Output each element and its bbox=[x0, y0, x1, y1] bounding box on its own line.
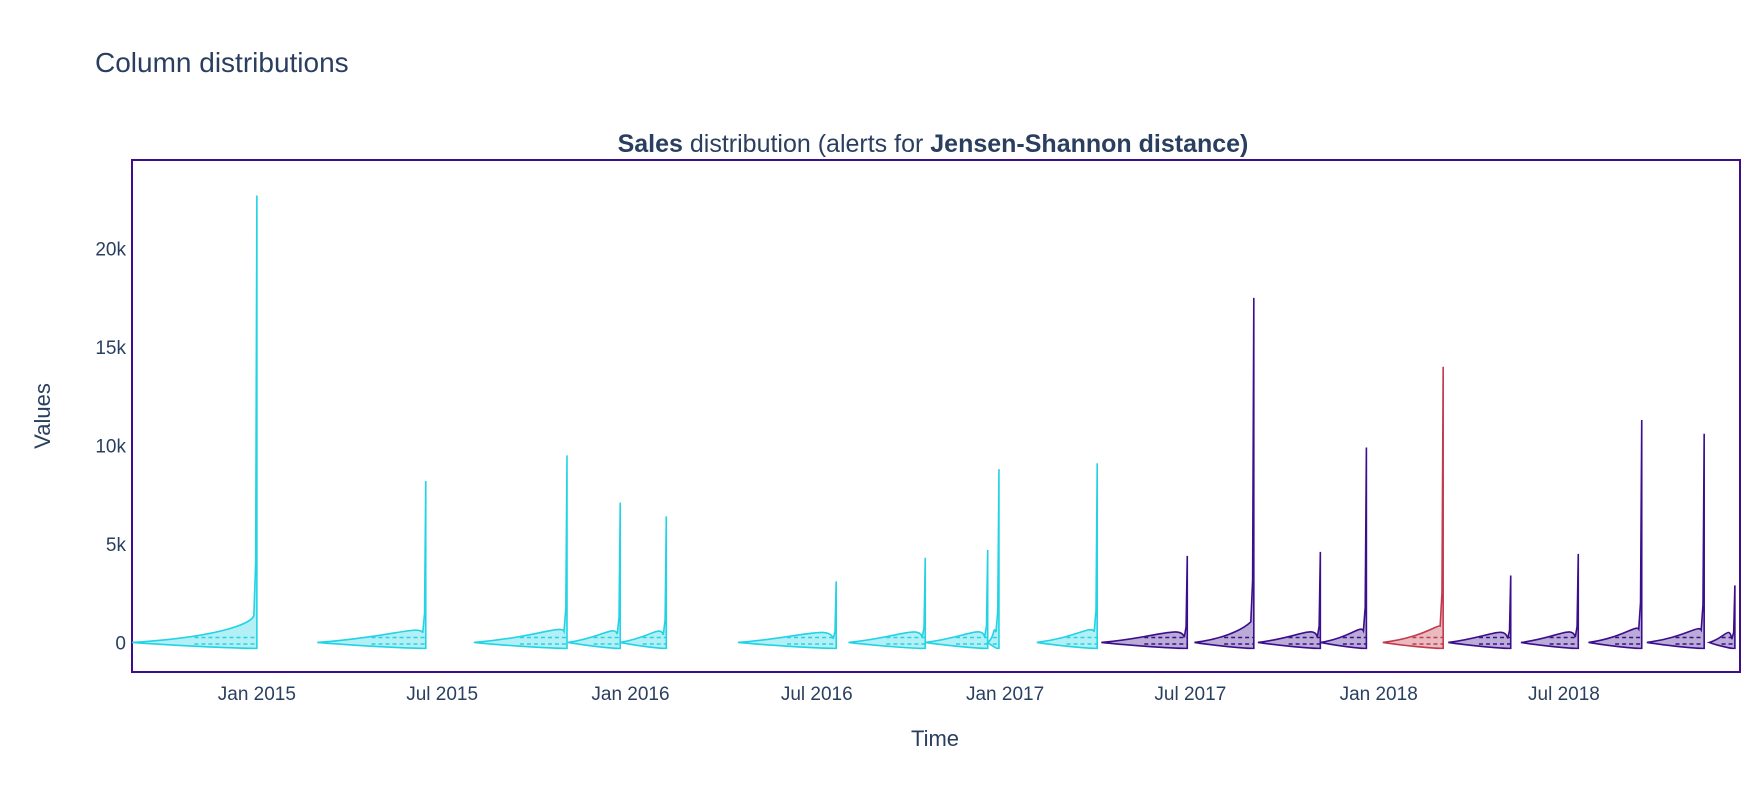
violin-shape bbox=[986, 469, 1000, 650]
violin-shape bbox=[1257, 551, 1322, 650]
violin-shape bbox=[1706, 585, 1736, 650]
violin-18 bbox=[1588, 419, 1643, 650]
violin-6 bbox=[737, 581, 838, 650]
violin-19 bbox=[1646, 433, 1705, 650]
violin-shape bbox=[1588, 419, 1643, 650]
violin-4 bbox=[567, 502, 622, 650]
violin-shape bbox=[1320, 447, 1368, 650]
y-axis: 0 5k 10k 15k 20k bbox=[95, 240, 126, 655]
x-tick-label: Jul 2018 bbox=[1528, 684, 1600, 705]
violin-shape bbox=[131, 195, 258, 650]
violin-14 bbox=[1320, 447, 1368, 650]
violin-shape bbox=[1646, 433, 1705, 650]
violin-17 bbox=[1520, 553, 1580, 650]
violin-shape bbox=[1520, 553, 1580, 650]
violin-1 bbox=[131, 195, 258, 650]
violin-8 bbox=[925, 549, 989, 650]
violin-shape bbox=[317, 480, 427, 650]
chart-title-part-1: distribution (alerts for bbox=[683, 130, 930, 158]
y-tick-label: 5k bbox=[106, 535, 127, 556]
x-tick-label: Jan 2017 bbox=[966, 684, 1044, 705]
violin-series-group bbox=[131, 195, 1736, 650]
violin-3 bbox=[473, 455, 568, 650]
x-tick-label: Jan 2016 bbox=[591, 684, 669, 705]
violin-10 bbox=[1036, 463, 1099, 650]
chart-title: Sales distribution (alerts for Jensen-Sh… bbox=[618, 130, 1249, 158]
y-tick-label: 20k bbox=[95, 240, 126, 261]
violin-2 bbox=[317, 480, 427, 650]
x-tick-label: Jul 2016 bbox=[781, 684, 853, 705]
violin-shape bbox=[567, 502, 622, 650]
y-tick-label: 10k bbox=[95, 437, 126, 458]
violin-shape bbox=[737, 581, 838, 650]
violin-shape bbox=[848, 557, 927, 650]
violin-shape bbox=[473, 455, 568, 650]
violin-9 bbox=[986, 469, 1000, 650]
x-axis: Jan 2015 Jul 2015 Jan 2016 Jul 2016 Jan 2017… bbox=[218, 684, 1600, 705]
y-tick-label: 0 bbox=[115, 633, 126, 654]
violin-shape bbox=[1101, 555, 1189, 650]
violin-shape bbox=[1036, 463, 1099, 650]
chart-title-part-2: Jensen-Shannon distance) bbox=[930, 130, 1248, 158]
violin-7 bbox=[848, 557, 927, 650]
violin-5 bbox=[620, 516, 668, 650]
violin-20 bbox=[1706, 585, 1736, 650]
violin-16 bbox=[1448, 575, 1512, 650]
y-tick-label: 15k bbox=[95, 338, 126, 359]
page-title: Column distributions bbox=[95, 47, 349, 78]
violin-shape bbox=[1448, 575, 1512, 650]
violin-12 bbox=[1194, 297, 1255, 650]
violin-shape bbox=[1194, 297, 1255, 650]
x-tick-label: Jan 2018 bbox=[1340, 684, 1418, 705]
x-axis-label: Time bbox=[911, 726, 959, 751]
violin-15 bbox=[1382, 366, 1444, 650]
violin-shape bbox=[620, 516, 668, 650]
x-tick-label: Jul 2015 bbox=[406, 684, 478, 705]
violin-shape bbox=[1382, 366, 1444, 650]
plot-area-frame bbox=[131, 159, 1741, 673]
y-axis-label: Values bbox=[30, 383, 55, 449]
x-tick-label: Jan 2015 bbox=[218, 684, 296, 705]
violin-shape bbox=[925, 549, 989, 650]
x-tick-label: Jul 2017 bbox=[1154, 684, 1226, 705]
violin-11 bbox=[1101, 555, 1189, 650]
chart-title-part-0: Sales bbox=[618, 130, 683, 158]
violin-13 bbox=[1257, 551, 1322, 650]
